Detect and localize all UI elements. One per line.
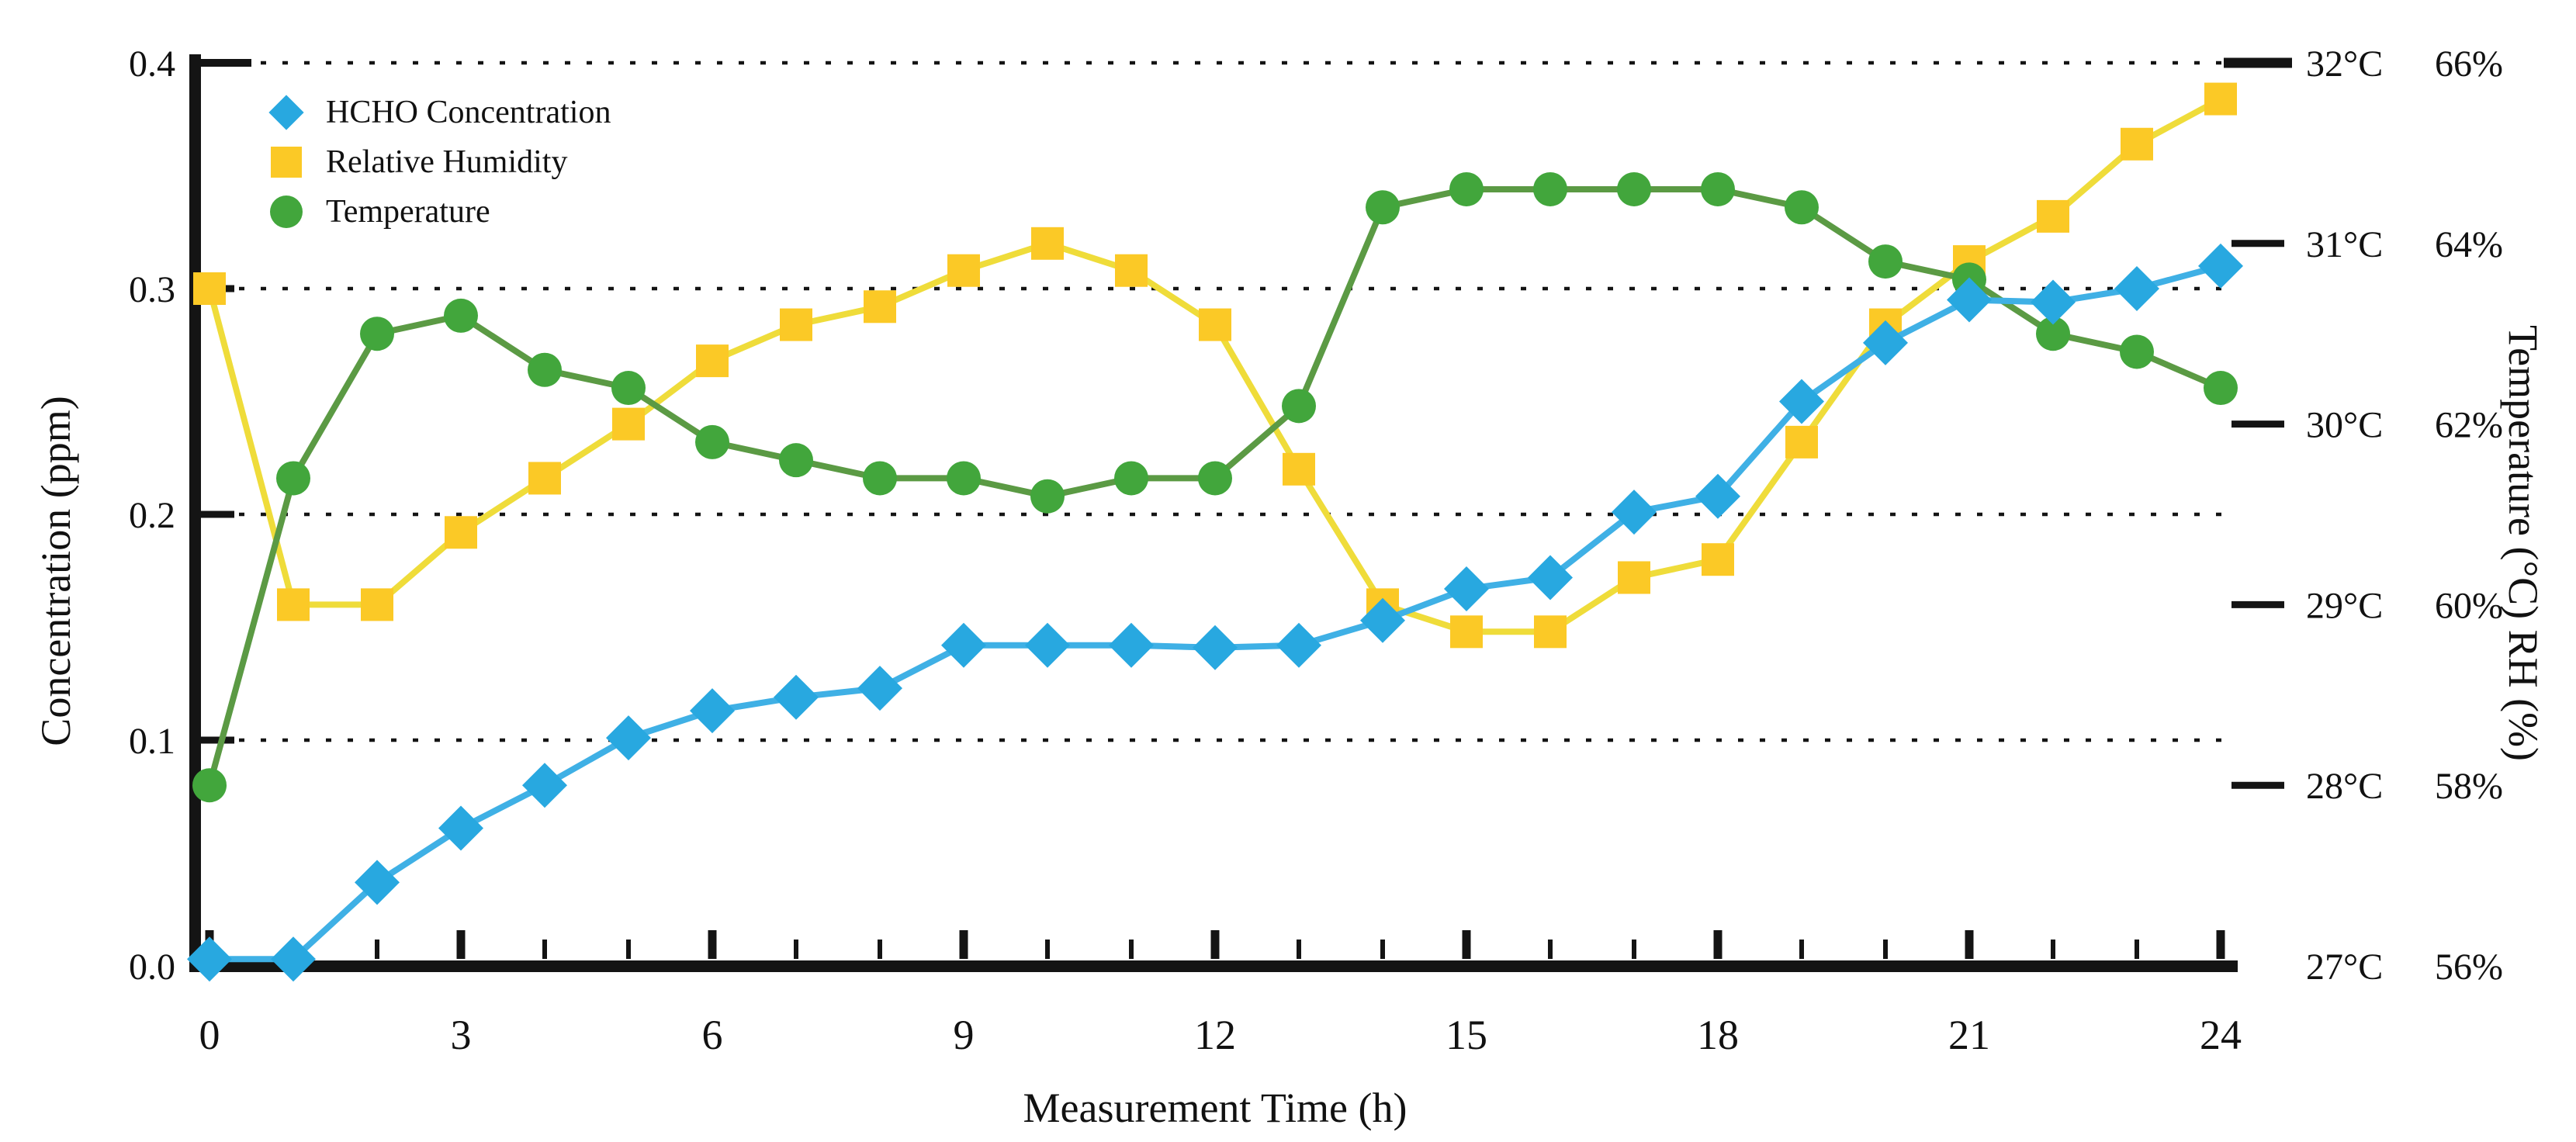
right-axis-rh-label: 58%: [2435, 766, 2503, 807]
x-axis-tick-label: 15: [1446, 1012, 1487, 1058]
x-axis-tick-label: 18: [1697, 1012, 1739, 1058]
right-axis-temp-label: 28°C: [2306, 766, 2383, 807]
right-axis-rh-label: 56%: [2435, 946, 2503, 988]
x-axis-tick-label: 21: [1948, 1012, 1990, 1058]
legend-item-humidity: Relative Humidity: [268, 143, 611, 182]
legend-diamond-icon: [268, 95, 304, 130]
legend-square-icon: [271, 147, 302, 178]
legend-circle-icon: [270, 196, 303, 228]
legend-item-hcho: HCHO Concentration: [268, 93, 611, 132]
x-axis-tick-label: 9: [954, 1012, 975, 1058]
left-axis-tick-label: 0.3: [129, 269, 175, 310]
legend-item-label: Relative Humidity: [326, 144, 568, 180]
right-axis-temp-label: 30°C: [2306, 405, 2383, 446]
left-axis-ticks: 0.0 0.1 0.2 0.3 0.4: [129, 43, 234, 988]
right-axis-rh-label: 64%: [2435, 224, 2503, 265]
y-axis-title-left: Concentration (ppm): [33, 396, 79, 746]
left-axis-tick-label: 0.0: [129, 946, 175, 988]
series-temperature: [192, 171, 2238, 803]
right-axis-rh-label: 66%: [2435, 43, 2503, 85]
right-axis-rh-label: 62%: [2435, 405, 2503, 446]
y-axis-title-right: Temperature (°C) RH (%): [2500, 324, 2547, 762]
legend-item-label: HCHO Concentration: [326, 95, 611, 130]
right-axis-temp-label: 29°C: [2306, 585, 2383, 626]
right-axis-temp-label: 32°C: [2306, 43, 2383, 85]
left-axis-tick-label: 0.1: [129, 721, 175, 762]
x-axis-ticks: 0 3 6 9 12 15 18 21 24: [199, 930, 2242, 1058]
right-axis-temp-label: 27°C: [2306, 946, 2383, 988]
legend-item-temperature: Temperature: [268, 192, 611, 231]
x-axis-tick-label: 0: [199, 1012, 220, 1058]
x-axis-tick-label: 6: [702, 1012, 723, 1058]
right-axis-ticks: 27°C 28°C 29°C 30°C 31°C 32°C 56% 58% 60% 62% 64% 6…: [2224, 43, 2503, 988]
x-axis-tick-label: 12: [1194, 1012, 1236, 1058]
legend-item-label: Temperature: [326, 194, 490, 230]
chart-legend: HCHO Concentration Relative Humidity Tem…: [268, 93, 611, 231]
series-hcho-concentration: [187, 243, 2243, 982]
right-axis-rh-label: 60%: [2435, 585, 2503, 626]
x-axis-tick-label: 3: [451, 1012, 472, 1058]
left-axis-tick-label: 0.4: [129, 43, 175, 85]
right-axis-temp-label: 31°C: [2306, 224, 2383, 265]
x-axis-tick-label: 24: [2200, 1012, 2242, 1058]
left-axis-tick-label: 0.2: [129, 495, 175, 536]
x-axis-title: Measurement Time (h): [1023, 1085, 1407, 1131]
